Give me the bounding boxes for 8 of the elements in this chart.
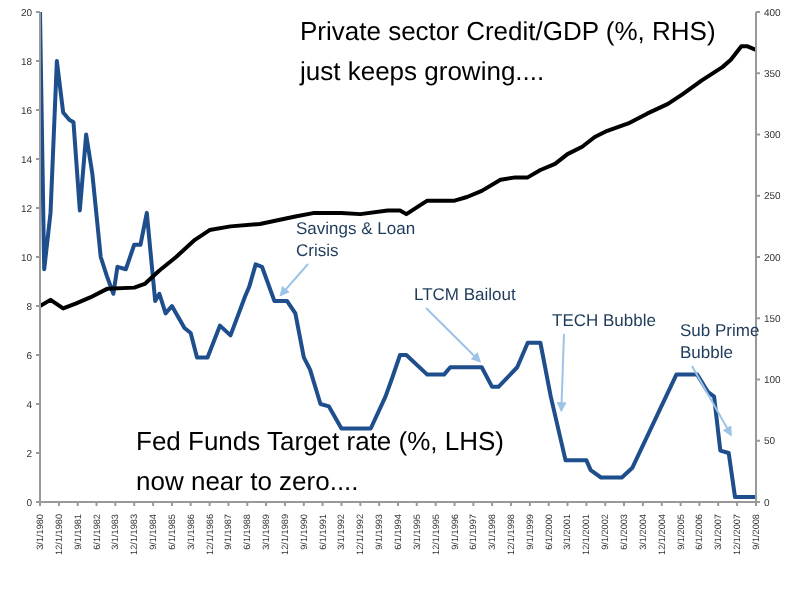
annotation: Fed Funds Target rate (%, LHS) now near to zero.... <box>136 426 505 496</box>
line-series <box>40 12 756 500</box>
annotation: Sub Prime Bubble <box>680 320 760 362</box>
annotation: TECH Bubble <box>552 310 657 330</box>
annotation: Savings & Loan Crisis <box>296 218 416 260</box>
annotation: LTCM Bailout <box>414 284 517 304</box>
annotation: Private sector Credit/GDP (%, RHS) just keeps growing.... <box>298 16 716 86</box>
line-series <box>40 44 756 311</box>
